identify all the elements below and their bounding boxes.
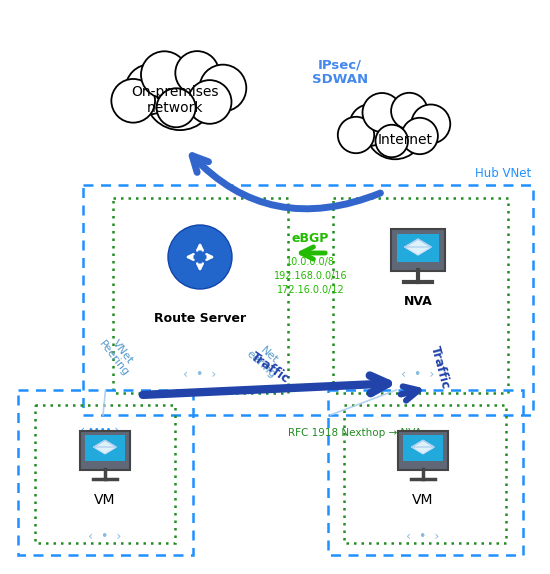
Circle shape — [349, 104, 391, 146]
FancyBboxPatch shape — [391, 229, 445, 271]
Circle shape — [175, 51, 219, 95]
Circle shape — [188, 80, 232, 124]
Text: ‹  •  ›: ‹ • › — [183, 369, 217, 382]
Text: RFC 1918 Nexthop → NVA: RFC 1918 Nexthop → NVA — [288, 428, 422, 438]
Polygon shape — [412, 440, 434, 453]
Text: Traffic: Traffic — [428, 345, 452, 391]
Text: Internet: Internet — [377, 133, 432, 147]
Circle shape — [200, 65, 246, 111]
Text: NVA: NVA — [404, 295, 432, 308]
Text: VM: VM — [94, 493, 116, 507]
Text: IPsec/
SDWAN: IPsec/ SDWAN — [312, 58, 368, 86]
Circle shape — [402, 118, 438, 154]
Polygon shape — [405, 239, 431, 255]
FancyBboxPatch shape — [85, 435, 125, 461]
Circle shape — [411, 104, 450, 144]
Text: Route Server: Route Server — [154, 312, 246, 325]
Circle shape — [145, 60, 215, 130]
Text: VNet
Peering: VNet Peering — [96, 332, 140, 378]
FancyBboxPatch shape — [398, 430, 448, 470]
Text: Hub VNet: Hub VNet — [475, 167, 531, 180]
Circle shape — [338, 117, 374, 153]
Text: ‹  •  ›: ‹ • › — [402, 369, 434, 382]
Polygon shape — [94, 440, 116, 453]
Circle shape — [366, 101, 424, 159]
Text: Net
eering: Net eering — [245, 340, 285, 380]
Circle shape — [141, 51, 188, 98]
Circle shape — [376, 125, 408, 157]
Text: 10.0.0.0/8
192.168.0.0/16
172.16.0.0/12: 10.0.0.0/8 192.168.0.0/16 172.16.0.0/12 — [274, 257, 347, 295]
Text: ‹  •  ›: ‹ • › — [406, 530, 439, 544]
FancyBboxPatch shape — [80, 430, 130, 470]
Text: VM: VM — [412, 493, 434, 507]
Circle shape — [391, 93, 427, 129]
Circle shape — [125, 64, 175, 114]
Circle shape — [111, 79, 155, 123]
Text: ‹ •••• ›: ‹ •••• › — [81, 425, 118, 435]
FancyBboxPatch shape — [403, 435, 443, 461]
Text: eBGP: eBGP — [292, 232, 329, 245]
Text: Traffic: Traffic — [248, 350, 292, 386]
Circle shape — [362, 93, 401, 132]
Text: On-premises
network: On-premises network — [131, 85, 219, 115]
Circle shape — [168, 225, 232, 289]
FancyBboxPatch shape — [397, 234, 439, 262]
Text: ‹  •  ›: ‹ • › — [89, 530, 122, 544]
Circle shape — [157, 88, 196, 127]
